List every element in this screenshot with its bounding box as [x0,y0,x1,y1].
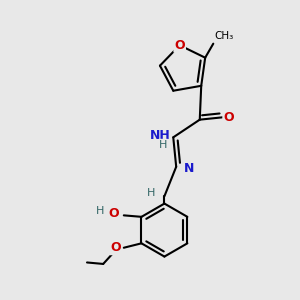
Text: NH: NH [150,129,170,142]
Text: H: H [147,188,156,198]
Text: CH₃: CH₃ [215,31,234,41]
Text: H: H [159,140,167,150]
Text: H: H [96,206,105,216]
Text: O: O [110,241,121,254]
Text: N: N [184,162,194,175]
Text: O: O [174,39,185,52]
Text: O: O [109,207,119,220]
Text: O: O [223,111,234,124]
